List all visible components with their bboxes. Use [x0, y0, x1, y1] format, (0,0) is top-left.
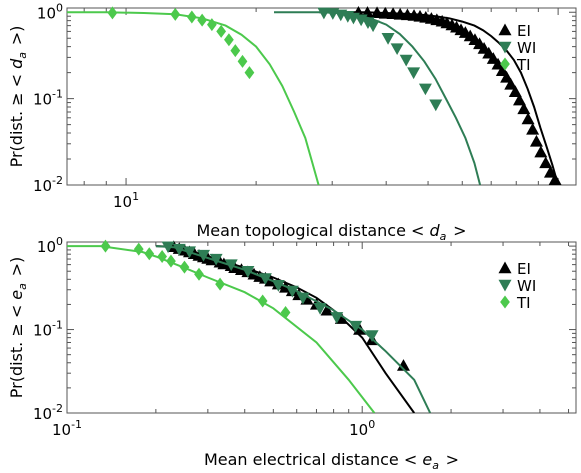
- series-group: [67, 5, 562, 185]
- y-tick-label: 10-2: [33, 402, 63, 423]
- marker-ei: [526, 122, 540, 135]
- marker-ti: [107, 6, 118, 20]
- series-line-wi: [274, 11, 482, 185]
- marker-wi: [182, 246, 196, 259]
- marker-ei: [320, 303, 334, 316]
- legend-label-ti: TI: [516, 56, 531, 74]
- series-line-ti: [67, 11, 320, 185]
- marker-ei: [370, 6, 384, 19]
- marker-ti: [224, 33, 234, 47]
- legend-marker-ti: [500, 57, 510, 71]
- marker-ei: [548, 173, 562, 185]
- marker-ei: [521, 112, 535, 125]
- y-axis: 10-2 10-1 100: [33, 1, 576, 195]
- series-group: [67, 239, 432, 413]
- chart-panel-1: 101 10-2 10-1 100 Mean topological distance …: [7, 1, 577, 243]
- marker-wi: [285, 285, 299, 298]
- legend-label-wi: WI: [517, 277, 536, 295]
- y-tick-label: 100: [37, 1, 63, 22]
- marker-ti: [197, 13, 208, 27]
- marker-ti: [170, 7, 181, 21]
- marker-ti: [186, 10, 197, 24]
- marker-ti: [194, 267, 204, 281]
- marker-ei: [508, 85, 522, 97]
- marker-ei: [539, 156, 553, 169]
- marker-ei: [543, 165, 557, 178]
- marker-ti: [100, 239, 111, 253]
- x-tick-label: 100: [349, 418, 375, 439]
- legend-label-ei: EI: [517, 22, 531, 40]
- legend-marker-wi: [498, 279, 512, 292]
- marker-ei: [529, 134, 543, 147]
- marker-ti: [144, 247, 155, 261]
- marker-ei: [396, 359, 410, 371]
- marker-wi: [296, 292, 310, 305]
- marker-ti: [157, 250, 167, 264]
- marker-wi: [241, 266, 255, 278]
- y-tick-label: 100: [37, 235, 63, 256]
- marker-ti: [257, 294, 268, 308]
- marker-wi: [196, 249, 210, 262]
- marker-ei: [534, 145, 548, 158]
- marker-wi: [209, 253, 223, 266]
- marker-ti: [133, 242, 144, 256]
- legend-label-wi: WI: [517, 39, 536, 57]
- x-axis: 101: [83, 8, 559, 211]
- series-line-wi: [155, 245, 432, 413]
- x-tick-label: 101: [113, 190, 139, 211]
- y-tick-label: 10-1: [33, 319, 63, 340]
- y-axis: 10-2 10-1 100: [33, 235, 576, 423]
- marker-wi: [418, 83, 432, 96]
- marker-wi: [330, 312, 344, 324]
- series-line-ti: [67, 245, 376, 413]
- y-tick-label: 10-1: [33, 88, 63, 109]
- marker-wi: [224, 259, 238, 272]
- marker-ei: [517, 102, 531, 115]
- marker-wi: [366, 20, 380, 33]
- marker-wi: [381, 33, 395, 45]
- marker-ei: [512, 93, 526, 106]
- y-tick-label: 10-2: [33, 174, 63, 195]
- marker-wi: [365, 330, 379, 342]
- x-axis-label: Mean electrical distance < ea >: [204, 450, 459, 472]
- marker-ti: [244, 66, 255, 80]
- marker-wi: [313, 303, 327, 315]
- legend-marker-ti: [500, 295, 510, 309]
- legend-label-ti: TI: [516, 294, 531, 312]
- legend-label-ei: EI: [517, 260, 531, 278]
- marker-ti: [166, 254, 176, 268]
- x-axis: 10-1 100: [52, 242, 570, 439]
- legend-marker-wi: [498, 41, 512, 54]
- marker-wi: [399, 54, 413, 67]
- marker-wi: [429, 99, 443, 112]
- marker-wi: [161, 241, 175, 254]
- marker-ti: [179, 260, 190, 274]
- plot-area: [66, 241, 577, 414]
- x-axis-label: Mean topological distance < da >: [196, 221, 466, 243]
- legend-marker-ei: [498, 261, 512, 274]
- y-axis-label: Pr(dist. ≥ < ea >): [7, 257, 29, 398]
- marker-ti: [230, 44, 241, 58]
- marker-ti: [215, 277, 225, 291]
- marker-ti: [280, 306, 291, 320]
- marker-wi: [271, 280, 285, 292]
- marker-wi: [317, 7, 331, 20]
- marker-wi: [258, 273, 272, 285]
- marker-wi: [349, 320, 363, 333]
- marker-ti: [237, 54, 248, 68]
- marker-ei: [504, 77, 518, 90]
- marker-wi: [390, 43, 404, 56]
- marker-wi: [361, 17, 375, 30]
- marker-wi: [407, 67, 421, 80]
- x-tick-label: 10-1: [52, 418, 82, 439]
- y-axis-label: Pr(dist. ≥ < da >): [7, 26, 29, 168]
- marker-ti: [207, 18, 217, 32]
- legend-marker-ei: [498, 23, 512, 36]
- marker-wi: [172, 243, 186, 256]
- marker-ti: [216, 24, 227, 38]
